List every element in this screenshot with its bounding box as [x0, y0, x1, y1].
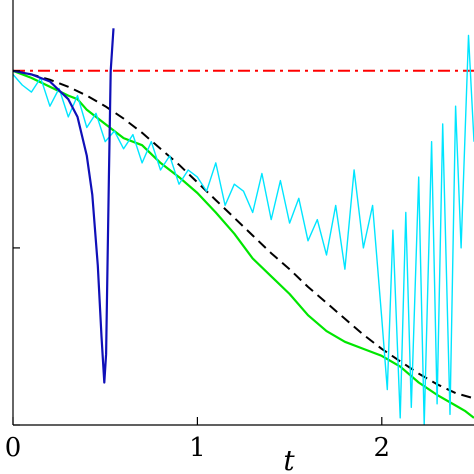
x-tick-label: 2	[374, 433, 391, 463]
series-line-2	[13, 69, 474, 419]
x-tick-label: 0	[5, 433, 22, 463]
series-layer	[13, 28, 474, 425]
x-tick-label: 1	[189, 433, 206, 463]
x-axis-label: t	[283, 444, 295, 474]
axes-layer: 0 1 2	[5, 0, 474, 463]
series-line-3	[13, 34, 474, 425]
series-line-1	[13, 69, 474, 400]
series-line-4	[13, 28, 115, 384]
